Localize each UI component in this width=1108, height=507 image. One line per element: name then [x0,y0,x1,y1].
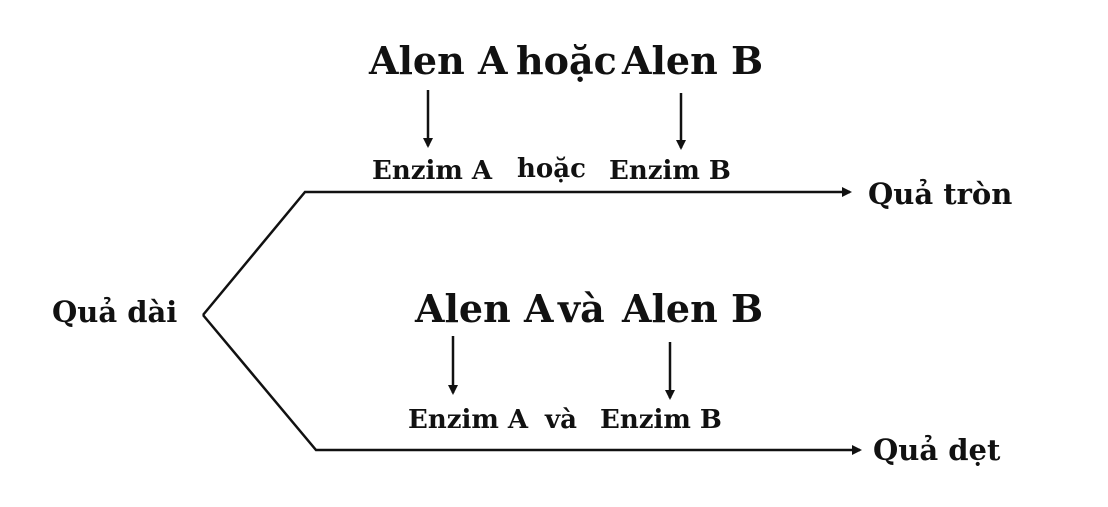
upper-allele-connector: hoặc [516,38,617,83]
upper-branch-line [202,187,852,316]
lower-enzyme-a-label: Enzim A [408,405,529,435]
upper-allele-b-label: Alen B [622,38,764,83]
lower-allele-a-label: Alen A [415,286,554,331]
lower-branch-line [202,314,862,455]
start-node-label: Quả dài [52,295,178,329]
upper-enzyme-b-label: Enzim B [609,156,731,186]
upper-enzyme-a-label: Enzim A [372,156,493,186]
upper-result-label: Quả tròn [868,177,1013,211]
lower-allele-b-label: Alen B [622,286,764,331]
upper-enzyme-connector: hoặc [517,154,586,184]
upper-allele-a-label: Alen A [369,38,508,83]
lower-enzyme-b-label: Enzim B [600,405,722,435]
lower-enzyme-connector: và [545,405,577,435]
lower-allele-connector: và [558,286,605,331]
lower-result-label: Quả dẹt [873,433,1001,467]
